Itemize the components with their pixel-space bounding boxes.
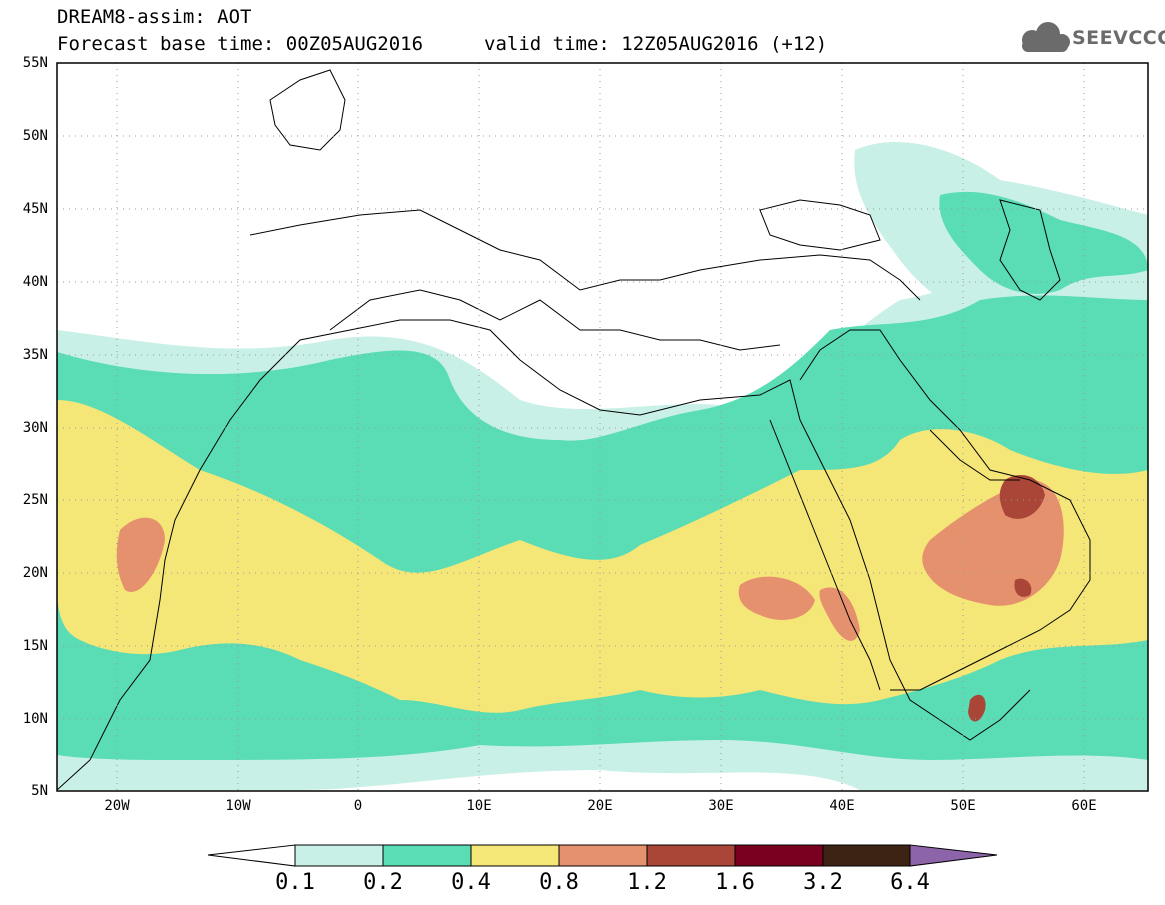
colorbar-swatch-1	[294, 844, 384, 867]
colorbar-swatch-3	[470, 844, 560, 867]
persian-gulf	[929, 429, 1020, 481]
coastline-caspian	[999, 199, 1061, 301]
lon-label: 0	[353, 798, 363, 814]
aot-field-0.8-eritrea	[819, 587, 860, 641]
redsea	[769, 419, 881, 691]
colorbar-label: 0.2	[363, 870, 403, 895]
colorbar-label: 6.4	[890, 870, 930, 895]
aot-field-0.8-sudan	[738, 576, 815, 620]
lat-label: 20N	[22, 565, 48, 581]
lat-label: 50N	[22, 128, 48, 144]
coastline-africa	[57, 319, 1031, 791]
aot-field-0.8-wsahara	[116, 517, 165, 592]
aot-field-1.2-somalia	[968, 694, 986, 722]
colorbar-label: 0.4	[451, 870, 491, 895]
lon-label: 20W	[104, 798, 130, 814]
lat-label: 55N	[22, 55, 48, 71]
coastline-med-north	[329, 289, 781, 351]
lon-label: 40E	[829, 798, 855, 814]
logo-text: SEEVCCC	[1072, 27, 1165, 49]
lon-label: 20E	[587, 798, 613, 814]
colorbar-swatch-2	[382, 844, 472, 867]
coastline-arabia	[799, 329, 1091, 691]
lat-label: 30N	[22, 420, 48, 436]
graticule	[57, 63, 1148, 791]
colorbar-arrow-low	[207, 844, 296, 867]
colorbar-label: 3.2	[803, 870, 843, 895]
lat-label: 25N	[22, 492, 48, 508]
colorbar-arrow-high	[909, 844, 998, 867]
map-frame	[56, 62, 1149, 792]
lat-label: 10N	[22, 711, 48, 727]
lat-label: 35N	[22, 347, 48, 363]
colorbar-label: 0.1	[275, 870, 315, 895]
cloud-icon	[1022, 22, 1070, 52]
coastline-uk	[269, 69, 346, 151]
aot-field-0.4	[57, 400, 1148, 713]
lat-label: 15N	[22, 638, 48, 654]
lon-label: 10E	[466, 798, 492, 814]
colorbar-swatch-5	[646, 844, 736, 867]
colorbar-swatch-7	[822, 844, 911, 867]
colorbar-swatch-4	[558, 844, 648, 867]
colorbar-swatch-6	[734, 844, 824, 867]
aot-fields	[57, 141, 1148, 790]
colorbar-label: 1.6	[715, 870, 755, 895]
coastlines	[57, 69, 1091, 791]
coastline-blacksea	[759, 199, 881, 251]
map-title: DREAM8-assim: AOT	[57, 6, 252, 28]
aot-field-1.2-yemen	[1014, 578, 1032, 597]
lon-label: 50E	[950, 798, 976, 814]
lon-label: 10W	[225, 798, 251, 814]
lat-label: 40N	[22, 274, 48, 290]
colorbar	[207, 844, 998, 867]
lon-label: 60E	[1071, 798, 1097, 814]
lon-label: 30E	[708, 798, 734, 814]
lat-label: 5N	[31, 783, 48, 799]
aot-field-1.2-oman	[999, 475, 1045, 519]
valid-time: valid time: 12Z05AUG2016 (+12)	[484, 33, 828, 55]
lat-label: 45N	[22, 201, 48, 217]
colorbar-label: 1.2	[627, 870, 667, 895]
aot-field-0.2-caspian	[939, 191, 1148, 294]
colorbar-label: 0.8	[539, 870, 579, 895]
base-time: Forecast base time: 00Z05AUG2016	[57, 33, 424, 55]
